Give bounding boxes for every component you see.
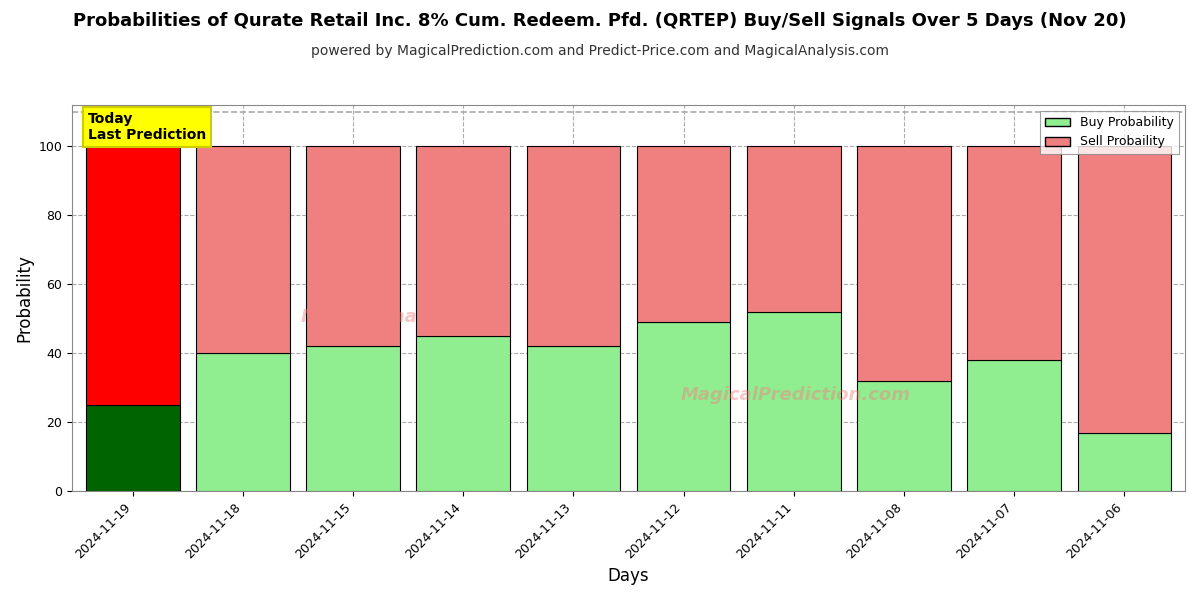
Text: MagicalPrediction.com: MagicalPrediction.com bbox=[680, 386, 911, 404]
Bar bbox=[527, 146, 620, 346]
Bar bbox=[967, 360, 1061, 491]
Bar bbox=[196, 146, 289, 353]
Bar bbox=[86, 146, 180, 405]
Bar bbox=[967, 146, 1061, 360]
Bar bbox=[748, 312, 841, 491]
Bar bbox=[1078, 146, 1171, 433]
Y-axis label: Probability: Probability bbox=[16, 254, 34, 342]
Bar bbox=[86, 405, 180, 491]
Bar bbox=[637, 146, 731, 322]
Bar bbox=[527, 346, 620, 491]
Bar bbox=[196, 353, 289, 491]
Bar bbox=[416, 336, 510, 491]
Text: MagicalAnalysis.com: MagicalAnalysis.com bbox=[300, 308, 511, 326]
Text: Probabilities of Qurate Retail Inc. 8% Cum. Redeem. Pfd. (QRTEP) Buy/Sell Signal: Probabilities of Qurate Retail Inc. 8% C… bbox=[73, 12, 1127, 30]
Bar bbox=[306, 146, 400, 346]
Bar bbox=[306, 346, 400, 491]
Text: powered by MagicalPrediction.com and Predict-Price.com and MagicalAnalysis.com: powered by MagicalPrediction.com and Pre… bbox=[311, 44, 889, 58]
Text: Today
Last Prediction: Today Last Prediction bbox=[88, 112, 206, 142]
Bar bbox=[857, 146, 950, 381]
Bar bbox=[637, 322, 731, 491]
X-axis label: Days: Days bbox=[607, 567, 649, 585]
Bar bbox=[416, 146, 510, 336]
Bar bbox=[857, 381, 950, 491]
Bar bbox=[1078, 433, 1171, 491]
Legend: Buy Probability, Sell Probaility: Buy Probability, Sell Probaility bbox=[1040, 111, 1178, 154]
Bar bbox=[748, 146, 841, 312]
